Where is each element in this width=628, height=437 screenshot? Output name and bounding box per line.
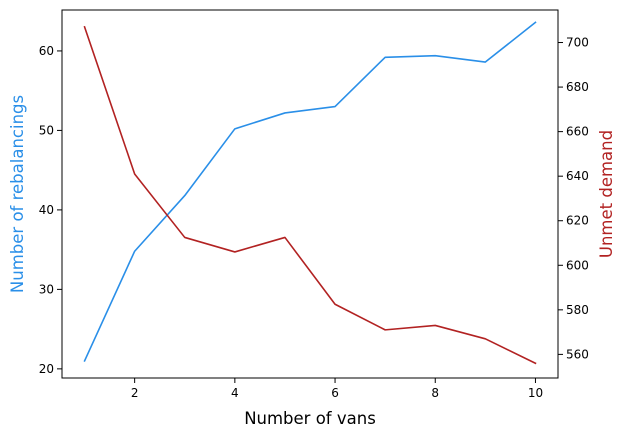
y-right-tick-label: 560	[566, 347, 589, 361]
series-line-rebalancings	[83, 21, 537, 362]
x-tick-label: 6	[331, 386, 339, 400]
x-tick-label: 10	[528, 386, 543, 400]
axes-frame	[61, 9, 559, 379]
y-right-tick-label: 580	[566, 303, 589, 317]
y-right-tick-label: 600	[566, 258, 589, 272]
x-tick-label: 8	[431, 386, 439, 400]
y-left-tick-label: 30	[39, 282, 54, 296]
y-right-tick-label: 640	[566, 169, 589, 183]
y-left-tick-label: 60	[39, 44, 54, 58]
x-tick-label: 2	[131, 386, 139, 400]
axes-layer: 2 4 6 8 10 20 30 40 50 60 560 580 600 620 640 660 680 700	[39, 9, 589, 400]
y-left-tick-label: 40	[39, 203, 54, 217]
series-line-unmet-demand	[83, 25, 537, 365]
y-left-tick-label: 50	[39, 123, 54, 137]
y-left-tick-label: 20	[39, 362, 54, 376]
y-right-tick-label: 660	[566, 125, 589, 139]
x-tick-label: 4	[231, 386, 239, 400]
y-axis-right-title: Unmet demand	[597, 130, 616, 258]
y-right-tick-label: 680	[566, 80, 589, 94]
y-right-tick-label: 700	[566, 36, 589, 50]
y-axis-left-title: Number of rebalancings	[8, 95, 27, 293]
y-right-tick-label: 620	[566, 214, 589, 228]
series-layer	[83, 21, 537, 365]
plot-area	[62, 10, 558, 378]
x-axis-title: Number of vans	[244, 409, 376, 428]
